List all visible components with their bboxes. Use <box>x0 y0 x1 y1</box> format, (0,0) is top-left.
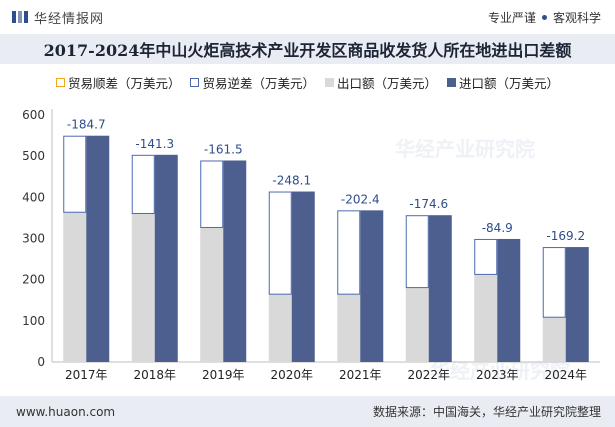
x-tick-label: 2022年 <box>407 368 450 382</box>
deficit-data-label: -202.4 <box>341 192 380 206</box>
y-tick-label: 400 <box>22 190 45 204</box>
legend-label-export: 出口额（万美元） <box>337 75 438 91</box>
export-bar <box>200 226 224 362</box>
x-tick-label: 2024年 <box>544 368 587 382</box>
brand-logo-icon <box>12 11 28 23</box>
import-bar <box>154 154 178 362</box>
deficit-bar <box>542 247 566 318</box>
slogan: 专业严谨 客观科学 <box>488 9 601 26</box>
footer-bar: www.huaon.com 数据来源：中国海关，华经产业研究院整理 <box>0 396 615 427</box>
x-tick-label: 2018年 <box>133 368 176 382</box>
chart-plot: 华经产业研究院华经产业研究院0100200300400500600-184.72… <box>22 108 600 383</box>
slogan-text-1: 专业严谨 <box>487 10 536 25</box>
y-tick-label: 100 <box>22 314 45 328</box>
legend-label-surplus: 贸易顺差（万美元） <box>67 75 181 91</box>
slogan-text-2: 客观科学 <box>552 10 601 25</box>
x-tick-label: 2023年 <box>476 368 519 382</box>
x-tick-label: 2020年 <box>270 368 313 382</box>
brand: 华经情报网 <box>12 8 104 27</box>
deficit-data-label: -141.3 <box>135 137 174 151</box>
import-bar <box>86 135 110 362</box>
export-bar <box>268 293 292 362</box>
deficit-bar <box>474 238 498 275</box>
deficit-bar <box>268 191 292 295</box>
y-tick-label: 600 <box>22 108 45 122</box>
x-tick-label: 2017年 <box>65 368 108 382</box>
deficit-bar <box>131 154 155 214</box>
deficit-data-label: -174.6 <box>409 197 448 211</box>
deficit-data-label: -84.9 <box>482 221 513 235</box>
footer-source: 数据来源：中国海关，华经产业研究院整理 <box>372 405 601 419</box>
export-bar <box>405 287 429 362</box>
legend-swatch-import <box>447 77 457 87</box>
top-bar: 华经情报网 专业严谨 客观科学 <box>0 0 615 34</box>
footer-website: www.huaon.com <box>16 404 116 419</box>
deficit-data-label: -184.7 <box>67 118 106 132</box>
export-bar <box>542 316 566 362</box>
legend-label-deficit: 贸易逆差（万美元） <box>202 75 315 91</box>
deficit-data-label: -161.5 <box>204 142 243 156</box>
legend-item-import: 进口额（万美元） <box>447 72 559 92</box>
deficit-bar <box>63 135 87 213</box>
legend-swatch-export <box>325 77 334 87</box>
import-bar <box>497 238 521 362</box>
legend-item-deficit: 贸易逆差（万美元） <box>190 72 315 92</box>
deficit-bar <box>200 160 224 228</box>
brand-name: 华经情报网 <box>34 11 105 27</box>
legend-swatch-surplus <box>55 77 65 87</box>
y-tick-label: 200 <box>22 273 45 287</box>
legend-item-surplus: 贸易顺差（万美元） <box>55 72 181 92</box>
import-bar <box>291 191 315 362</box>
watermark-text: 华经产业研究院 <box>430 359 570 383</box>
x-tick-label: 2019年 <box>202 368 245 382</box>
import-bar <box>565 247 589 362</box>
chart-legend: 贸易顺差（万美元） 贸易逆差（万美元） 出口额（万美元） 进口额（万美元） <box>0 72 615 92</box>
export-bar <box>131 212 155 362</box>
deficit-data-label: -169.2 <box>546 229 585 243</box>
export-bar <box>63 211 87 362</box>
title-bar: 2017-2024年中山火炬高技术产业开发区商品收发货人所在地进出口差额 <box>0 34 615 64</box>
bullet-dot-icon <box>541 14 547 20</box>
y-tick-label: 500 <box>22 149 45 163</box>
import-bar <box>428 215 452 362</box>
deficit-data-label: -248.1 <box>272 174 311 188</box>
legend-swatch-deficit <box>190 77 200 87</box>
legend-label-import: 进口额（万美元） <box>459 75 560 91</box>
export-bar <box>337 293 361 362</box>
chart-title: 2017-2024年中山火炬高技术产业开发区商品收发货人所在地进出口差额 <box>43 41 572 60</box>
deficit-bar <box>337 210 361 295</box>
import-bar <box>360 210 384 362</box>
deficit-bar <box>405 215 429 289</box>
y-tick-label: 0 <box>37 355 45 369</box>
import-bar <box>223 160 247 362</box>
y-tick-label: 300 <box>22 232 45 246</box>
watermark-text: 华经产业研究院 <box>395 137 535 161</box>
legend-item-export: 出口额（万美元） <box>325 72 437 92</box>
export-bar <box>474 273 498 362</box>
x-tick-label: 2021年 <box>339 368 382 382</box>
